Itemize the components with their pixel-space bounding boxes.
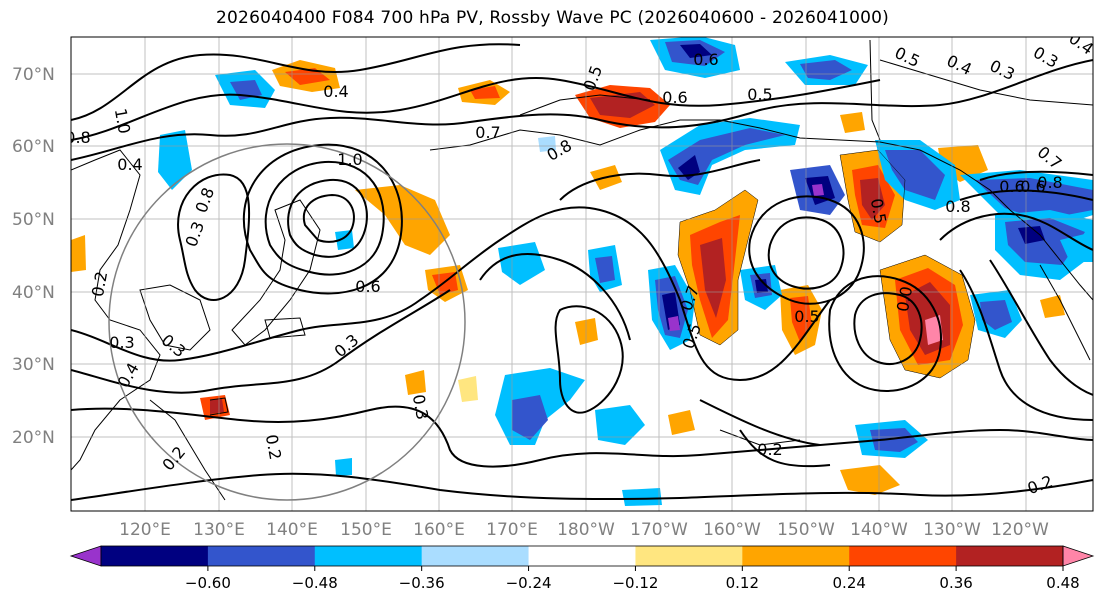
colorbar-extend-max (1062, 545, 1095, 567)
lon-label-120e: 120°E (119, 520, 171, 540)
longitude-labels: 120°E 130°E 140°E 150°E 160°E 170°E 180°… (119, 520, 1049, 540)
contour-label: 0.3 (409, 393, 432, 421)
contour-label: 0.6 (355, 277, 380, 296)
contour-label: 0.7 (475, 123, 500, 142)
contour-label: 1.0 (111, 107, 134, 135)
colorbar-tick-label: 0.12 (726, 574, 759, 592)
lon-label-130w: 130°W (923, 520, 981, 540)
colorbar-segment (101, 546, 209, 566)
lat-label-60: 60°N (12, 137, 55, 157)
colorbar-segment (207, 546, 316, 566)
lon-label-120w: 120°W (991, 520, 1049, 540)
lat-label-30: 30°N (12, 355, 55, 375)
lon-label-140e: 140°E (266, 520, 318, 540)
contour-label: 0.5 (794, 307, 819, 326)
colorbar-tick-label: 0.24 (833, 574, 866, 592)
map-title: 2026040400 F084 700 hPa PV, Rossby Wave … (216, 8, 889, 28)
colorbar-tick-label: −0.12 (612, 574, 658, 592)
colorbar-frame (100, 545, 1064, 567)
lat-label-70: 70°N (12, 65, 55, 85)
contour-label: 0.3 (109, 333, 134, 352)
contour-label: 0.8 (1037, 173, 1062, 192)
contour-label: 0.2 (262, 433, 285, 461)
colorbar-segment (314, 546, 423, 566)
contour-label: 0.6 (1020, 177, 1045, 196)
lat-label-50: 50°N (12, 210, 55, 230)
lon-label-170e: 170°E (486, 520, 538, 540)
contour-label: 0.8 (945, 197, 970, 216)
pv-anomaly-shading (71, 37, 1093, 506)
colorbar-tick-label: 0.36 (939, 574, 972, 592)
contour-label: 0.6 (693, 50, 718, 69)
lat-label-40: 40°N (12, 283, 55, 303)
contour-label: 0.5 (867, 197, 890, 225)
contour-label: 1.0 (337, 150, 362, 169)
colorbar-segment (421, 546, 530, 566)
lon-label-150e: 150°E (340, 520, 392, 540)
colorbar-tick-label: −0.24 (506, 574, 552, 592)
contour-label: 0.2 (757, 440, 782, 459)
colorbar: −0.60 −0.48 −0.36 −0.24 −0.12 0.12 0.24 0.36 0.4… (69, 545, 1095, 592)
colorbar-segment (528, 546, 636, 566)
lon-label-150w: 150°W (777, 520, 835, 540)
map-frame (70, 36, 1094, 512)
colorbar-tick-label: −0.36 (399, 574, 445, 592)
lon-label-160e: 160°E (413, 520, 465, 540)
colorbar-segments (69, 545, 1095, 567)
lon-label-180w: 180°W (557, 520, 615, 540)
lon-label-170w: 170°W (630, 520, 688, 540)
colorbar-segment (849, 546, 957, 566)
contour-label: 0.8 (65, 128, 90, 147)
contour-label: 0.2 (88, 270, 111, 298)
pv-contours (71, 43, 1093, 501)
colorbar-segment (956, 546, 1064, 566)
contour-label: 0.0 (893, 285, 916, 313)
latitude-labels: 70°N 60°N 50°N 40°N 30°N 20°N (12, 65, 55, 448)
contour-label: 0.4 (323, 82, 348, 101)
contour-label: 0.6 (662, 88, 687, 107)
colorbar-tick-label: −0.48 (292, 574, 338, 592)
colorbar-extend-min (69, 545, 102, 567)
colorbar-segment (742, 546, 850, 566)
colorbar-segment (635, 546, 743, 566)
colorbar-tick-label: −0.60 (185, 574, 231, 592)
lat-label-20: 20°N (12, 428, 55, 448)
lon-label-130e: 130°E (193, 520, 245, 540)
colorbar-ticks: −0.60 −0.48 −0.36 −0.24 −0.12 0.12 0.24 0.36 0.4… (185, 566, 1080, 592)
lon-label-160w: 160°W (703, 520, 761, 540)
contour-label: 0.4 (117, 155, 142, 174)
colorbar-tick-label: 0.48 (1046, 574, 1079, 592)
contour-label: 0.5 (747, 85, 772, 104)
contour-label: 0.6 (999, 177, 1024, 196)
gridlines (71, 37, 1093, 511)
lon-label-140w: 140°W (850, 520, 908, 540)
region-circle (108, 143, 466, 501)
